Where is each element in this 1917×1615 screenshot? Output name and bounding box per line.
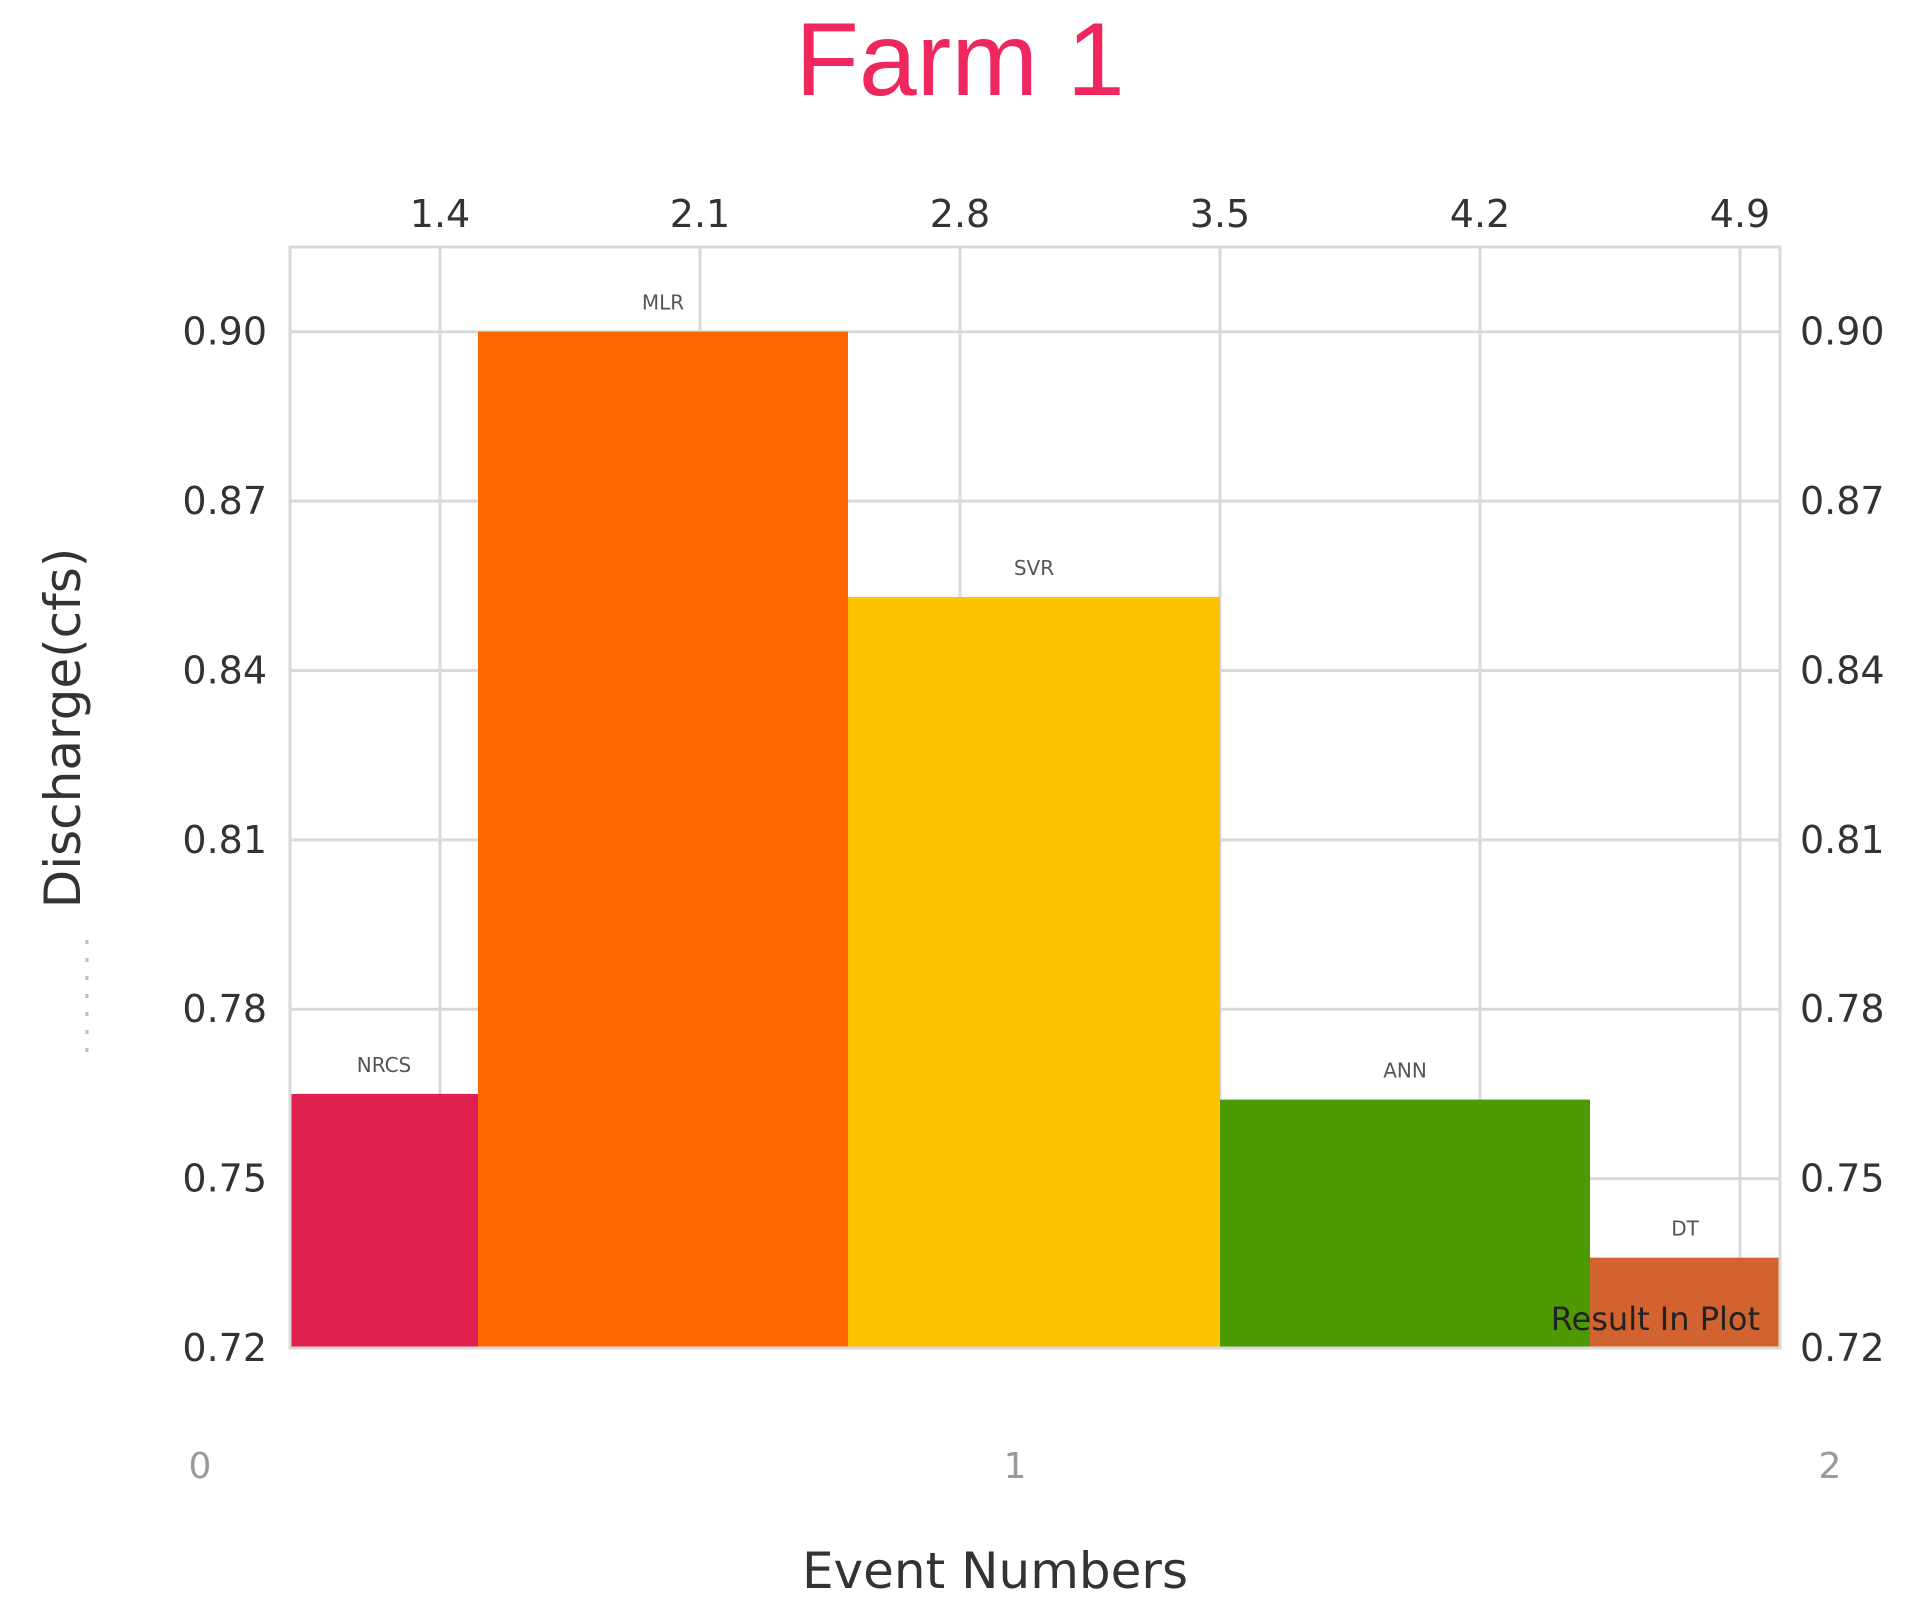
y-tick-label-right: 0.87 [1800, 479, 1885, 523]
bar-ann [1220, 1099, 1590, 1348]
chart-title: Farm 1 [795, 2, 1124, 118]
y-tick-label-right: 0.81 [1800, 818, 1885, 862]
bar-label-mlr: MLR [642, 291, 684, 315]
top-tick-label: 2.8 [930, 192, 990, 236]
y-tick-label-right: 0.75 [1800, 1157, 1885, 1201]
y-tick-label-left: 0.90 [182, 310, 267, 354]
bottom-tick-label: 2 [1819, 1446, 1842, 1487]
y-tick-label-left: 0.81 [182, 818, 267, 862]
x-axis-title: Event Numbers [802, 1542, 1188, 1600]
y-tick-label-left: 0.78 [182, 987, 267, 1031]
y-axis-title: Discharge(cfs) [34, 548, 92, 909]
legend-label: Result In Plot [1551, 1300, 1760, 1338]
top-tick-label: 4.2 [1450, 192, 1510, 236]
bar-dt [1590, 1257, 1780, 1348]
bars [290, 331, 1780, 1348]
top-tick-label: 1.4 [410, 192, 470, 236]
y-tick-label-right: 0.84 [1800, 648, 1885, 692]
bottom-tick-label: 0 [189, 1446, 212, 1487]
plot-frame [288, 245, 1782, 1350]
bar-label-nrcs: NRCS [357, 1053, 412, 1077]
y-tick-label-right: 0.78 [1800, 987, 1885, 1031]
bar-mlr [478, 331, 848, 1348]
bar-label-dt: DT [1671, 1217, 1699, 1241]
bar-label-svr: SVR [1014, 556, 1054, 580]
bar-nrcs [290, 1093, 478, 1348]
y-tick-label-left: 0.84 [182, 648, 267, 692]
y-axis-left-ticks: 0.72 0.75 0.78 0.81 0.84 0.87 0.90 [182, 310, 267, 1370]
y-tick-label-left: 0.87 [182, 479, 267, 523]
top-tick-label: 4.9 [1710, 192, 1770, 236]
bar-svr [848, 597, 1220, 1348]
x-axis-bottom-ticks: 0 1 2 [189, 1446, 1842, 1487]
bar-label-ann: ANN [1383, 1059, 1427, 1083]
y-axis-right-ticks: 0.72 0.75 0.78 0.81 0.84 0.87 0.90 [1800, 310, 1885, 1370]
bottom-tick-label: 1 [1004, 1446, 1027, 1487]
top-tick-label: 2.1 [670, 192, 730, 236]
bar-labels: NRCS MLR SVR ANN DT [357, 291, 1700, 1241]
y-tick-label-right: 0.72 [1800, 1326, 1885, 1370]
y-tick-label-left: 0.75 [182, 1157, 267, 1201]
y-tick-label-left: 0.72 [182, 1326, 267, 1370]
y-tick-label-right: 0.90 [1800, 310, 1885, 354]
x-axis-top-ticks: 1.4 2.1 2.8 3.5 4.2 4.9 [410, 192, 1770, 236]
top-tick-label: 3.5 [1190, 192, 1250, 236]
